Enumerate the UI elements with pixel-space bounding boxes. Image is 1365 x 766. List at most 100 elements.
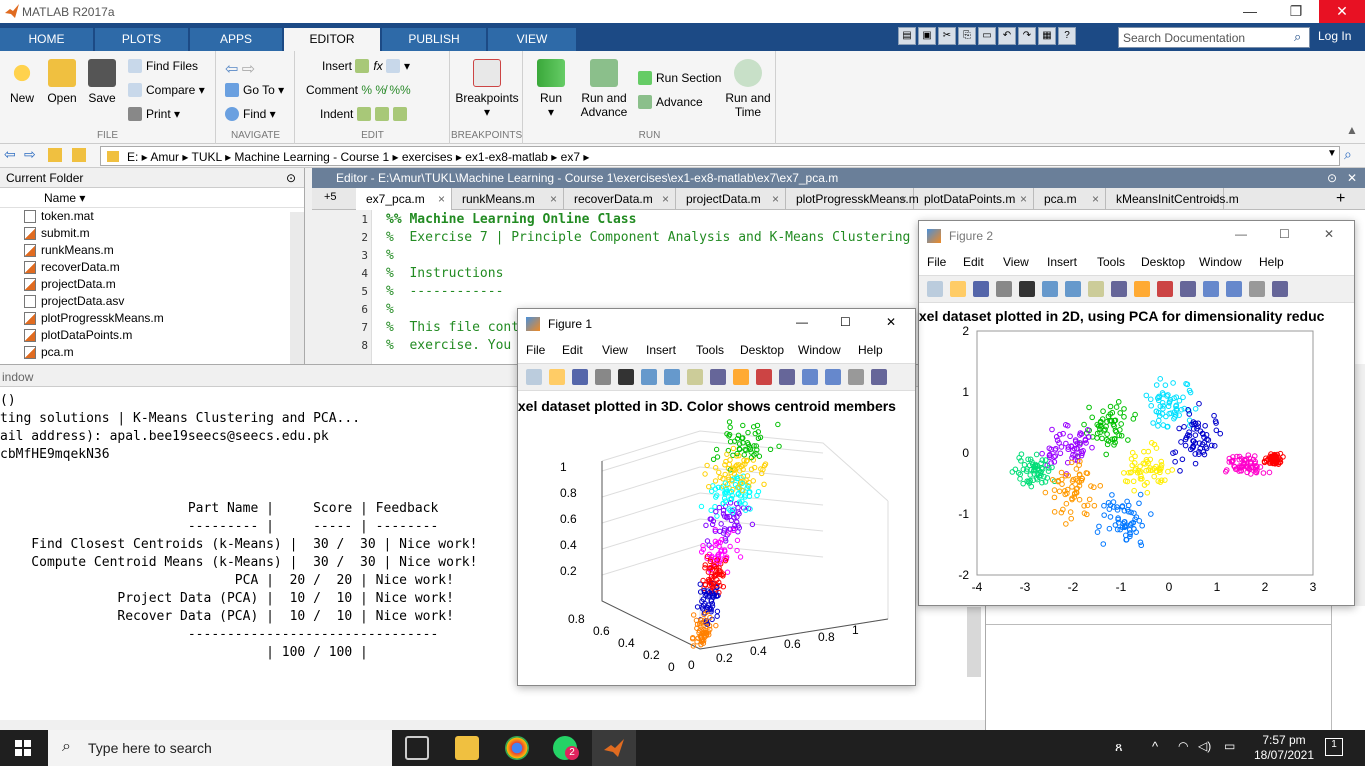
figure-2-close[interactable]: ✕	[1324, 227, 1335, 241]
new-figure-icon[interactable]	[927, 281, 943, 297]
pan-icon[interactable]	[1088, 281, 1104, 297]
figure-1-close[interactable]: ✕	[886, 315, 897, 329]
command-scrollbar[interactable]	[967, 607, 981, 677]
figure-1-plot[interactable]: ixel dataset plotted in 3D. Color shows …	[518, 391, 915, 685]
link-plot-icon[interactable]	[779, 369, 795, 385]
print-figure-icon[interactable]	[595, 369, 611, 385]
run-button[interactable]: Run ▾	[534, 59, 568, 119]
editor-tab[interactable]: plotDataPoints.m ×	[914, 188, 1034, 210]
file-explorer-icon[interactable]	[455, 736, 479, 760]
figure-2-plot[interactable]: ixel dataset plotted in 2D, using PCA fo…	[919, 303, 1354, 605]
colorbar-icon[interactable]	[802, 369, 818, 385]
editor-tab[interactable]: projectData.m ×	[676, 188, 786, 210]
cut-icon[interactable]: ✂	[938, 27, 956, 45]
editor-tab[interactable]: recoverData.m ×	[564, 188, 676, 210]
back-arrow-icon[interactable]: ⇦	[225, 61, 239, 78]
rotate-icon[interactable]	[1111, 281, 1127, 297]
collapse-toolstrip-icon[interactable]: ▲	[1346, 123, 1358, 137]
figure-menu-item[interactable]: File	[526, 343, 546, 357]
run-and-time-button[interactable]: Run and Time	[722, 59, 774, 119]
close-tab-icon[interactable]: ×	[1019, 192, 1027, 206]
chrome-icon[interactable]	[505, 736, 529, 760]
figure-menu-item[interactable]: Window	[1199, 255, 1242, 269]
people-icon[interactable]: ጸ	[1115, 739, 1123, 754]
editor-tab[interactable]: kMeansInitCentroids.m ×	[1106, 188, 1239, 210]
code-line[interactable]: %	[386, 248, 394, 263]
editor-menu-icon[interactable]: ⊙	[1326, 171, 1337, 185]
advance-button[interactable]: Advance	[638, 95, 703, 109]
editor-tab[interactable]: ex7_pca.m ×	[356, 188, 452, 210]
increase-indent-icon[interactable]	[374, 107, 389, 121]
edit-plot-icon[interactable]	[618, 369, 634, 385]
new-tab-icon[interactable]: +	[1336, 190, 1346, 207]
open-file-icon[interactable]	[549, 369, 565, 385]
code-line[interactable]: %	[386, 302, 394, 317]
battery-icon[interactable]: ▭	[1224, 739, 1236, 753]
figure-menu-item[interactable]: Edit	[562, 343, 583, 357]
file-item[interactable]: projectData.m	[0, 276, 304, 293]
save-all-icon[interactable]: ▤	[898, 27, 916, 45]
brush-icon[interactable]	[756, 369, 772, 385]
file-item[interactable]: pca.m	[0, 344, 304, 361]
browse-folder-icon[interactable]	[72, 148, 86, 162]
switch-windows-icon[interactable]: ▦	[1038, 27, 1056, 45]
edit-plot-icon[interactable]	[1019, 281, 1035, 297]
name-column-header[interactable]: Name ▾	[0, 188, 304, 208]
hide-tools-icon[interactable]	[848, 369, 864, 385]
minimize-button[interactable]: —	[1243, 3, 1257, 19]
wifi-icon[interactable]: ◠	[1178, 739, 1189, 753]
figure-menu-item[interactable]: Edit	[963, 255, 984, 269]
search-icon[interactable]: ⌕	[1294, 29, 1302, 44]
figure-menu-item[interactable]: View	[602, 343, 628, 357]
data-cursor-icon[interactable]	[1134, 281, 1150, 297]
clock[interactable]: 7:57 pm 18/07/2021	[1252, 733, 1316, 763]
search-folder-icon[interactable]: ⌕	[1344, 146, 1352, 162]
help-icon[interactable]: ?	[1058, 27, 1076, 45]
close-tab-icon[interactable]: ×	[771, 192, 779, 206]
figure-2-minimize[interactable]: —	[1235, 227, 1247, 241]
path-dropdown-icon[interactable]: ▼	[1327, 148, 1337, 159]
figure-menu-item[interactable]: Desktop	[740, 343, 785, 357]
close-button[interactable]: ✕	[1319, 0, 1365, 23]
save-icon[interactable]: ▣	[918, 27, 936, 45]
close-tab-icon[interactable]: ×	[1091, 192, 1099, 206]
figure-menu-item[interactable]: Window	[798, 343, 841, 357]
brush-icon[interactable]	[1157, 281, 1173, 297]
windows-start-icon[interactable]	[15, 740, 31, 756]
run-and-advance-button[interactable]: Run and Advance	[578, 59, 630, 119]
rotate-icon[interactable]	[710, 369, 726, 385]
code-line[interactable]: % This file cont	[386, 320, 520, 335]
colorbar-icon[interactable]	[1203, 281, 1219, 297]
figure-menu-item[interactable]: Insert	[1047, 255, 1078, 269]
save-figure-icon[interactable]	[973, 281, 989, 297]
save-button[interactable]: Save	[86, 59, 118, 105]
taskbar-search[interactable]: Type here to search	[48, 730, 392, 766]
up-folder-icon[interactable]	[48, 148, 62, 162]
login-link[interactable]: Log In	[1318, 29, 1352, 43]
close-tab-icon[interactable]: ×	[661, 192, 669, 206]
tab-plots[interactable]: PLOTS	[95, 28, 188, 51]
tab-overflow[interactable]: +5	[324, 191, 337, 203]
link-plot-icon[interactable]	[1180, 281, 1196, 297]
back-forward-buttons[interactable]: ⇦ ⇨	[225, 59, 255, 79]
task-view-icon[interactable]	[405, 736, 429, 760]
tab-view[interactable]: VIEW	[488, 28, 576, 51]
undo-icon[interactable]: ↶	[998, 27, 1016, 45]
close-tab-icon[interactable]: ×	[437, 192, 445, 206]
close-tab-icon[interactable]: ×	[899, 192, 907, 206]
tab-publish[interactable]: PUBLISH	[382, 28, 486, 51]
editor-tab[interactable]: plotProgresskMeans.m ×	[786, 188, 919, 210]
close-tab-icon[interactable]: ×	[549, 192, 557, 206]
tray-expand-icon[interactable]: ^	[1152, 739, 1159, 754]
zoom-out-icon[interactable]	[664, 369, 680, 385]
folder-scrollbar[interactable]	[290, 212, 304, 364]
legend-icon[interactable]	[825, 369, 841, 385]
copy-icon[interactable]: ⎘	[958, 27, 976, 45]
matlab-taskbar-button[interactable]	[592, 730, 636, 766]
restore-button[interactable]: ❐	[1289, 3, 1303, 19]
forward-icon[interactable]: ⇨	[24, 146, 36, 162]
file-item[interactable]: runkMeans.m	[0, 242, 304, 259]
open-file-icon[interactable]	[950, 281, 966, 297]
figure-2-maximize[interactable]: ☐	[1279, 227, 1290, 241]
print-figure-icon[interactable]	[996, 281, 1012, 297]
